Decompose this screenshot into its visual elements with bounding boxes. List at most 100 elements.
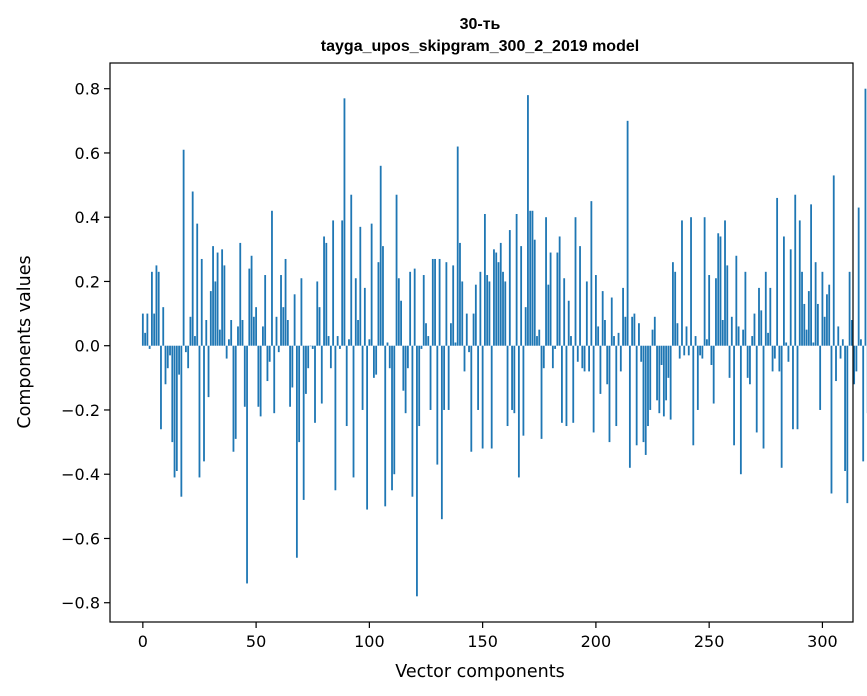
bar-101	[370, 223, 373, 346]
bar-162	[508, 230, 511, 346]
bar-46	[246, 345, 248, 584]
bar-72	[305, 345, 307, 394]
bar-212	[622, 287, 624, 346]
chart-title: 30-ть	[460, 16, 501, 33]
bar-141	[461, 281, 464, 346]
y-axis-label: Components values	[15, 255, 35, 428]
x-axis-label: Vector components	[395, 662, 564, 682]
bar-195	[583, 345, 586, 372]
bar-84	[332, 220, 335, 346]
bar-225	[651, 329, 654, 346]
x-tick-label: 150	[467, 632, 498, 651]
y-tick-label: 0.2	[75, 272, 100, 291]
bar-79	[320, 345, 323, 404]
bar-307	[837, 326, 840, 346]
bar-319	[864, 88, 867, 346]
bar-166	[517, 345, 520, 478]
bar-96	[359, 226, 362, 346]
bar-318	[862, 345, 865, 462]
bar-36	[223, 265, 226, 346]
bar-163	[511, 345, 513, 410]
bar-222	[644, 345, 647, 455]
bar-68	[295, 345, 298, 558]
bar-82	[327, 336, 330, 346]
bar-108	[386, 342, 389, 346]
bar-70	[300, 278, 303, 346]
bar-103	[375, 345, 378, 375]
bar-312	[848, 271, 851, 346]
bar-260	[730, 316, 733, 346]
bar-89	[343, 98, 346, 346]
bar-226	[653, 316, 656, 346]
bar-110	[391, 345, 393, 491]
bar-300	[821, 271, 824, 346]
bar-272	[758, 287, 760, 346]
bar-216	[631, 316, 634, 346]
y-tick-label: −0.2	[61, 401, 100, 420]
bar-244	[694, 336, 697, 346]
bar-298	[816, 303, 819, 346]
bar-132	[440, 345, 443, 520]
bar-257	[724, 220, 726, 346]
bar-196	[585, 281, 588, 346]
bar-237	[678, 345, 681, 359]
bar-152	[486, 275, 489, 346]
bar-286	[789, 249, 792, 346]
bar-23	[194, 336, 196, 346]
bar-62	[282, 307, 285, 346]
bar-20	[187, 345, 190, 369]
bar-291	[801, 271, 803, 346]
bar-282	[780, 345, 783, 468]
bar-293	[805, 329, 808, 346]
bar-167	[520, 246, 523, 346]
bar-160	[504, 281, 507, 346]
bar-259	[728, 345, 731, 378]
bar-177	[542, 345, 545, 369]
bar-296	[812, 342, 815, 346]
bar-278	[771, 345, 774, 372]
bar-5	[153, 313, 156, 346]
bar-181	[551, 345, 554, 369]
bar-129	[434, 258, 436, 346]
bar-193	[579, 246, 581, 346]
bar-137	[452, 265, 455, 346]
bar-83	[329, 345, 332, 369]
bar-37	[225, 345, 228, 359]
bar-90	[345, 345, 348, 427]
bar-317	[860, 339, 862, 346]
bar-124	[422, 275, 425, 346]
bar-227	[656, 345, 658, 401]
bar-292	[803, 303, 806, 346]
bar-204	[604, 320, 606, 346]
bar-245	[696, 345, 699, 410]
bar-116	[404, 345, 407, 414]
bar-240	[685, 326, 688, 346]
bar-109	[388, 345, 391, 369]
bar-156	[495, 252, 498, 346]
bar-39	[230, 320, 233, 346]
bar-123	[420, 345, 423, 349]
bar-315	[855, 345, 858, 372]
bar-173	[533, 239, 536, 346]
bar-31	[212, 246, 214, 346]
bar-230	[662, 345, 665, 417]
bar-115	[402, 345, 405, 391]
bar-270	[753, 313, 756, 346]
bar-251	[710, 345, 713, 365]
bar-51	[257, 345, 260, 407]
y-tick-label: −0.8	[61, 594, 100, 613]
bar-117	[406, 345, 409, 369]
bar-274	[762, 345, 765, 449]
bar-155	[493, 249, 495, 346]
bar-40	[232, 345, 235, 452]
x-tick-label: 0	[138, 632, 148, 651]
bar-178	[545, 217, 547, 346]
bar-95	[357, 320, 359, 346]
bar-125	[425, 323, 427, 346]
bar-295	[810, 204, 812, 346]
bar-304	[830, 345, 833, 494]
bar-26	[200, 258, 203, 346]
bar-127	[429, 345, 432, 410]
bar-285	[787, 345, 790, 362]
